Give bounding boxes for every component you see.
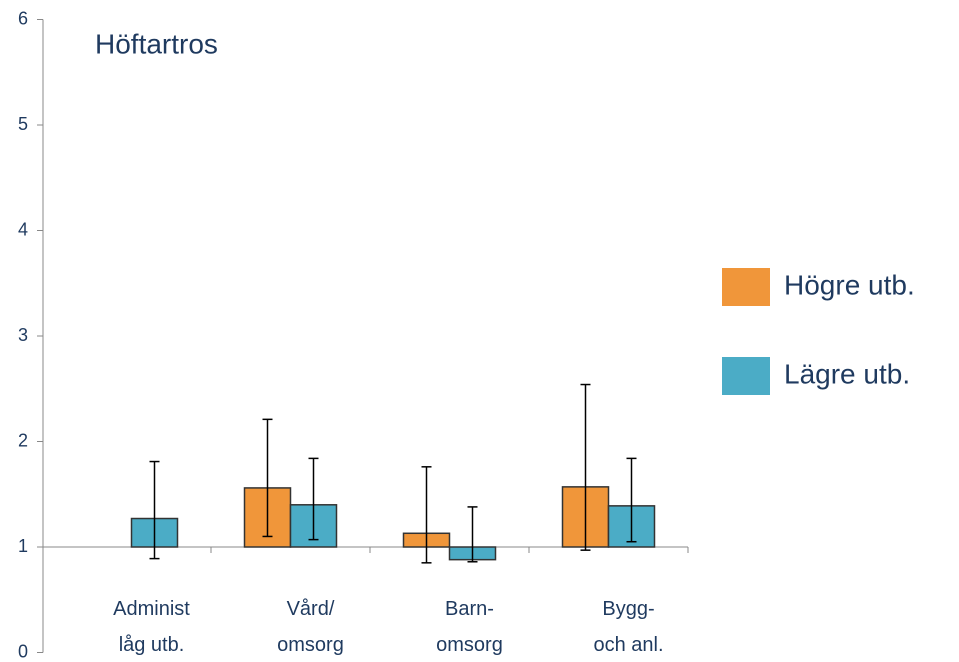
y-tick-label: 1 <box>18 536 28 556</box>
legend-swatch <box>722 268 770 306</box>
error-bar <box>421 466 432 564</box>
error-bar <box>262 418 273 538</box>
x-tick-label-line: och anl. <box>593 634 663 656</box>
y-tick-label: 3 <box>18 325 28 345</box>
x-tick-label-line: omsorg <box>436 634 503 656</box>
y-tick-label: 2 <box>18 430 28 450</box>
y-tick-label: 6 <box>18 8 28 28</box>
error-bar <box>580 383 591 551</box>
y-tick-label: 4 <box>18 219 28 239</box>
chart-title: Höftartros <box>95 28 218 59</box>
x-tick-label: Vård/omsorg <box>277 598 344 656</box>
y-tick-label: 0 <box>18 641 28 661</box>
x-tick-label-line: Barn- <box>445 598 494 620</box>
x-tick-label-line: Administ <box>113 598 190 620</box>
legend-label: Högre utb. <box>784 269 915 300</box>
x-tick-label: Administ låg utb. <box>113 598 190 656</box>
error-bar <box>308 457 319 541</box>
x-tick-label-line: omsorg <box>277 634 344 656</box>
error-bar <box>149 460 160 560</box>
x-tick-label: Barn-omsorg <box>436 598 503 656</box>
x-tick-label-line: Bygg- <box>602 598 654 620</box>
x-tick-label: Bygg-och anl. <box>593 598 663 656</box>
x-tick-label-line: Vård/ <box>287 598 335 620</box>
y-tick-label: 5 <box>18 114 28 134</box>
legend-swatch <box>722 357 770 395</box>
x-tick-label-line: låg utb. <box>119 634 185 656</box>
error-bar <box>467 506 478 563</box>
legend-label: Lägre utb. <box>784 358 910 389</box>
error-bar <box>626 457 637 543</box>
